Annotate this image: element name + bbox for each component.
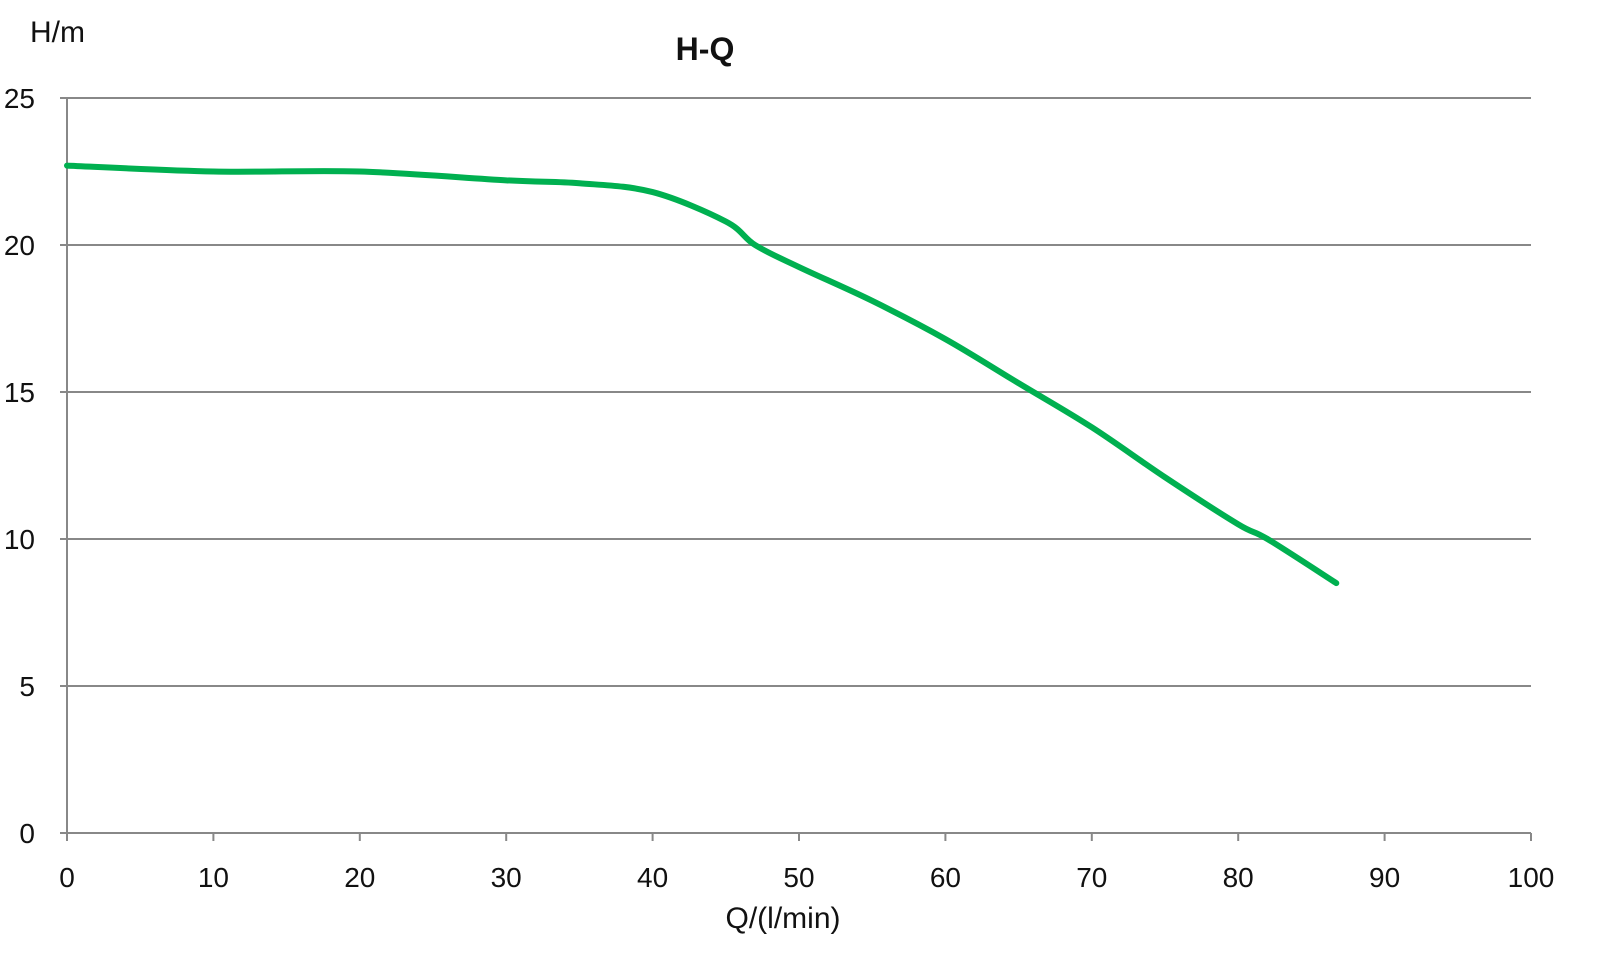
x-tick-label: 10 [198,862,229,893]
x-tick-label: 50 [783,862,814,893]
y-tick-label: 15 [4,377,35,408]
x-tick-label: 40 [637,862,668,893]
y-tick-label: 10 [4,524,35,555]
x-tick-label: 30 [491,862,522,893]
x-tick-label: 60 [930,862,961,893]
x-tick-label: 80 [1223,862,1254,893]
series-line-hq [64,162,1340,587]
x-tick-label: 20 [344,862,375,893]
chart-title: H-Q [676,31,735,67]
x-tick-label: 70 [1076,862,1107,893]
y-tick-label: 0 [19,818,35,849]
x-tick-label: 100 [1508,862,1555,893]
x-tick-label: 90 [1369,862,1400,893]
y-tick-label: 5 [19,671,35,702]
x-tick-label: 0 [59,862,75,893]
y-tick-label: 25 [4,83,35,114]
x-axis-label: Q/(l/min) [726,902,841,935]
y-tick-label: 20 [4,230,35,261]
y-axis-label: H/m [30,16,85,49]
